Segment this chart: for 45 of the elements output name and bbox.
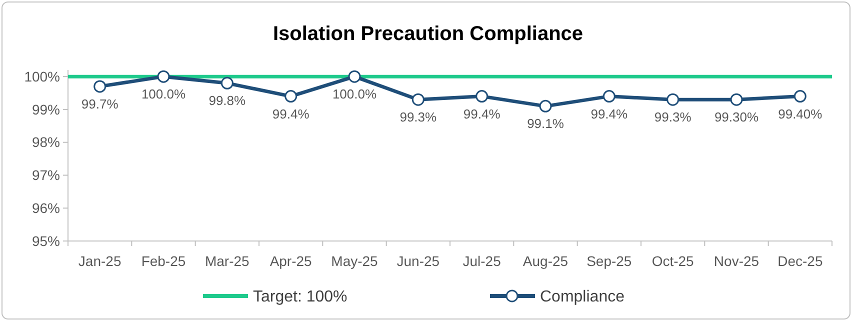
point xyxy=(412,93,424,106)
point xyxy=(730,93,743,106)
x-tick-label: Aug-25 xyxy=(522,253,568,269)
data-label: 99.8% xyxy=(208,93,246,108)
data-label: 99.30% xyxy=(714,110,759,125)
y-tick-label: 97% xyxy=(32,167,60,184)
point xyxy=(348,70,361,83)
point xyxy=(284,90,298,103)
point xyxy=(666,93,680,106)
chart-title: Isolation Precaution Compliance xyxy=(272,23,584,45)
x-tick-label: Jul-25 xyxy=(462,253,502,269)
data-label: 99.3% xyxy=(654,110,692,125)
data-label: 99.4% xyxy=(463,106,501,122)
point xyxy=(476,90,488,103)
data-label: 99.1% xyxy=(527,116,564,132)
point xyxy=(157,70,170,83)
data-label: 99.3% xyxy=(400,110,438,125)
x-tick-label: Feb-25 xyxy=(141,253,186,269)
data-label: 99.4% xyxy=(590,106,628,122)
y-tick-label: 98% xyxy=(32,134,60,150)
point xyxy=(602,90,616,103)
x-tick-label: May-25 xyxy=(331,253,378,269)
point xyxy=(539,100,552,112)
data-label: 99.40% xyxy=(778,106,823,122)
x-tick-label: Oct-25 xyxy=(652,253,694,269)
y-tick-label: 100% xyxy=(24,68,60,84)
point xyxy=(794,90,806,103)
x-tick-label: Jun-25 xyxy=(396,253,440,269)
y-tick-label: 96% xyxy=(32,200,60,216)
legend-label: Compliance xyxy=(540,288,625,306)
point xyxy=(220,76,234,90)
x-tick-label: Nov-25 xyxy=(714,253,760,269)
data-label: 99.7% xyxy=(81,96,119,112)
x-tick-label: Sep-25 xyxy=(586,253,632,269)
x-tick-label: Apr-25 xyxy=(270,253,312,269)
legend-label: Target: 100% xyxy=(253,288,348,306)
data-label: 100.0% xyxy=(141,86,186,102)
x-tick-label: Dec-25 xyxy=(778,253,823,269)
point xyxy=(94,80,106,93)
x-tick-label: Jan-25 xyxy=(78,253,122,269)
data-label: 100.0% xyxy=(332,86,377,102)
data-label: 99.4% xyxy=(272,106,310,122)
y-tick-label: 99% xyxy=(32,101,60,118)
x-tick-label: Mar-25 xyxy=(204,253,250,269)
y-tick-label: 95% xyxy=(32,232,60,249)
